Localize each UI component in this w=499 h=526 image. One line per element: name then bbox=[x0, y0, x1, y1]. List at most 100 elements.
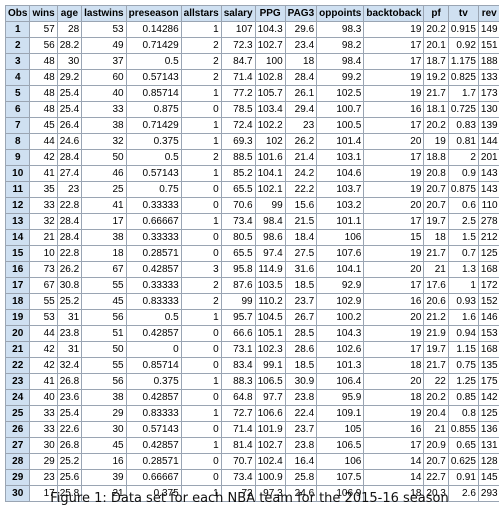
cell-lastwins: 38 bbox=[81, 117, 127, 134]
cell-backtoback: 20 bbox=[363, 261, 425, 278]
cell-obs: 7 bbox=[4, 117, 31, 134]
cell-tv: 0.81 bbox=[447, 133, 479, 150]
cell-tv: 0.625 bbox=[447, 453, 479, 470]
cell-pag3: 18.5 bbox=[284, 277, 318, 294]
cell-wins: 48 bbox=[29, 101, 58, 118]
cell-pf: 21.7 bbox=[423, 85, 449, 102]
cell-ppg: 102.8 bbox=[254, 69, 286, 86]
cell-rev: 149 bbox=[477, 21, 499, 38]
cell-salary: 99 bbox=[220, 293, 256, 310]
cell-allstars: 1 bbox=[180, 405, 222, 422]
cell-pag3: 28.5 bbox=[284, 325, 318, 342]
cell-lastwins: 33 bbox=[81, 101, 127, 118]
cell-rev: 168 bbox=[477, 341, 499, 358]
cell-age: 30 bbox=[56, 53, 83, 70]
cell-tv: 0.65 bbox=[447, 437, 479, 454]
cell-backtoback: 17 bbox=[363, 277, 425, 294]
cell-oppoints: 106.9 bbox=[316, 485, 365, 502]
table-row: 7 45 26.4 38 0.71429 1 72.4 102.2 23 100.5 17 20.2 0… bbox=[4, 117, 499, 134]
column-header-rev: rev bbox=[477, 5, 499, 22]
cell-lastwins: 32 bbox=[81, 133, 127, 150]
cell-backtoback: 17 bbox=[363, 37, 425, 54]
cell-wins: 55 bbox=[29, 293, 58, 310]
cell-salary: 107 bbox=[220, 21, 256, 38]
cell-pag3: 29.4 bbox=[284, 101, 318, 118]
cell-tv: 0.855 bbox=[447, 421, 479, 438]
cell-allstars: 2 bbox=[180, 277, 222, 294]
cell-wins: 42 bbox=[29, 149, 58, 166]
table-row: 11 35 23 25 0.75 0 65.5 102.1 22.2 103.7 19 20.7 0.8… bbox=[4, 181, 499, 198]
cell-pag3: 18.5 bbox=[284, 357, 318, 374]
cell-obs: 1 bbox=[4, 21, 31, 38]
cell-pf: 19 bbox=[423, 133, 449, 150]
cell-pf: 20.4 bbox=[423, 405, 449, 422]
cell-preseason: 0.5 bbox=[125, 149, 182, 166]
cell-backtoback: 19 bbox=[363, 245, 425, 262]
cell-oppoints: 101.1 bbox=[316, 213, 365, 230]
cell-preseason: 0.42857 bbox=[125, 437, 182, 454]
cell-ppg: 97.3 bbox=[254, 485, 286, 502]
cell-preseason: 0.33333 bbox=[125, 197, 182, 214]
cell-salary: 65.5 bbox=[220, 245, 256, 262]
cell-wins: 41 bbox=[29, 165, 58, 182]
cell-age: 26.2 bbox=[56, 261, 83, 278]
cell-age: 31 bbox=[56, 341, 83, 358]
cell-backtoback: 16 bbox=[363, 293, 425, 310]
cell-preseason: 0.71429 bbox=[125, 117, 182, 134]
table-row: 8 44 24.6 32 0.375 1 69.3 102 26.2 101.4 20 19 0.81 1… bbox=[4, 133, 499, 150]
cell-backtoback: 16 bbox=[363, 101, 425, 118]
cell-rev: 153 bbox=[477, 325, 499, 342]
cell-obs: 2 bbox=[4, 37, 31, 54]
cell-tv: 0.93 bbox=[447, 293, 479, 310]
cell-backtoback: 19 bbox=[363, 405, 425, 422]
column-header-pag3: PAG3 bbox=[284, 5, 318, 22]
cell-backtoback: 14 bbox=[363, 453, 425, 470]
cell-preseason: 0.83333 bbox=[125, 405, 182, 422]
cell-backtoback: 20 bbox=[363, 197, 425, 214]
cell-allstars: 0 bbox=[180, 421, 222, 438]
cell-rev: 146 bbox=[477, 309, 499, 326]
cell-oppoints: 100.7 bbox=[316, 101, 365, 118]
cell-preseason: 0.375 bbox=[125, 133, 182, 150]
cell-ppg: 103.4 bbox=[254, 101, 286, 118]
cell-rev: 278 bbox=[477, 213, 499, 230]
cell-age: 25.6 bbox=[56, 469, 83, 486]
cell-pag3: 26.1 bbox=[284, 85, 318, 102]
cell-pf: 20.1 bbox=[423, 37, 449, 54]
cell-pf: 21 bbox=[423, 261, 449, 278]
cell-rev: 293 bbox=[477, 485, 499, 502]
cell-tv: 0.85 bbox=[447, 389, 479, 406]
cell-lastwins: 39 bbox=[81, 469, 127, 486]
cell-pag3: 23 bbox=[284, 117, 318, 134]
cell-oppoints: 98.3 bbox=[316, 21, 365, 38]
cell-wins: 29 bbox=[29, 453, 58, 470]
cell-oppoints: 98.2 bbox=[316, 37, 365, 54]
column-header-obs: Obs bbox=[4, 5, 31, 22]
cell-salary: 88.3 bbox=[220, 373, 256, 390]
cell-obs: 3 bbox=[4, 53, 31, 70]
cell-backtoback: 20 bbox=[363, 309, 425, 326]
cell-backtoback: 19 bbox=[363, 21, 425, 38]
cell-ppg: 102.4 bbox=[254, 453, 286, 470]
cell-rev: 212 bbox=[477, 229, 499, 246]
cell-preseason: 0.5 bbox=[125, 53, 182, 70]
cell-obs: 19 bbox=[4, 309, 31, 326]
cell-backtoback: 14 bbox=[363, 469, 425, 486]
cell-preseason: 0.28571 bbox=[125, 453, 182, 470]
cell-pf: 20.7 bbox=[423, 197, 449, 214]
cell-pf: 21 bbox=[423, 421, 449, 438]
cell-pf: 20.7 bbox=[423, 181, 449, 198]
cell-age: 30.8 bbox=[56, 277, 83, 294]
cell-allstars: 0 bbox=[180, 389, 222, 406]
cell-salary: 73.1 bbox=[220, 341, 256, 358]
column-header-age: age bbox=[56, 5, 83, 22]
cell-preseason: 0.83333 bbox=[125, 293, 182, 310]
cell-rev: 135 bbox=[477, 357, 499, 374]
cell-salary: 81.4 bbox=[220, 437, 256, 454]
cell-ppg: 98.4 bbox=[254, 213, 286, 230]
cell-wins: 30 bbox=[29, 437, 58, 454]
cell-wins: 44 bbox=[29, 325, 58, 342]
cell-ppg: 101.9 bbox=[254, 421, 286, 438]
cell-tv: 0.75 bbox=[447, 357, 479, 374]
cell-pf: 18.1 bbox=[423, 101, 449, 118]
